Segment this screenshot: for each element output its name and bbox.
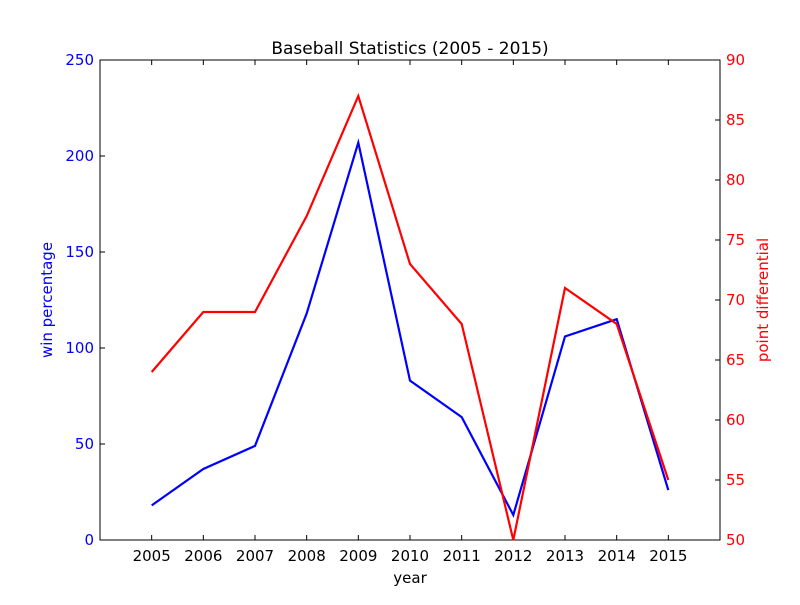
right-y-tick-label: 80 — [726, 171, 745, 189]
x-tick-label: 2010 — [391, 547, 429, 565]
left-y-tick-label: 100 — [65, 339, 94, 357]
right-y-tick-label: 60 — [726, 411, 745, 429]
right-y-axis: 50 55 60 65 70 75 80 85 90 — [715, 51, 745, 549]
x-tick-label: 2006 — [184, 547, 222, 565]
x-axis: 2005 2006 2007 2008 2009 2010 2011 2012 2013 2014… — [133, 60, 687, 565]
x-tick-label: 2005 — [133, 547, 171, 565]
left-y-tick-label: 250 — [65, 51, 94, 69]
right-y-tick-label: 70 — [726, 291, 745, 309]
left-y-tick-label: 200 — [65, 147, 94, 165]
left-y-tick-label: 0 — [84, 531, 94, 549]
series-layer — [150, 92, 670, 541]
x-tick-label: 2012 — [494, 547, 532, 565]
x-tick-label: 2009 — [339, 547, 377, 565]
x-axis-label: year — [393, 569, 427, 587]
win-percentage-series-line — [151, 138, 670, 518]
right-y-tick-label: 50 — [726, 531, 745, 549]
right-y-axis-label: point differential — [754, 238, 772, 362]
left-y-axis-label: win percentage — [38, 242, 56, 358]
point-differential-series-line — [150, 92, 670, 541]
right-y-tick-label: 85 — [726, 111, 745, 129]
right-y-tick-label: 55 — [726, 471, 745, 489]
left-y-axis: 0 50 100 150 200 250 — [65, 51, 105, 549]
x-tick-label: 2008 — [288, 547, 326, 565]
x-tick-label: 2015 — [649, 547, 687, 565]
left-y-tick-label: 150 — [65, 243, 94, 261]
x-tick-label: 2014 — [598, 547, 636, 565]
plot-frame — [99, 59, 721, 541]
right-y-tick-label: 65 — [726, 351, 745, 369]
chart-title: Baseball Statistics (2005 - 2015) — [271, 39, 548, 59]
x-tick-label: 2011 — [443, 547, 481, 565]
left-y-tick-label: 50 — [75, 435, 94, 453]
x-tick-label: 2007 — [236, 547, 274, 565]
right-y-tick-label: 90 — [726, 51, 745, 69]
x-tick-label: 2013 — [546, 547, 584, 565]
right-y-tick-label: 75 — [726, 231, 745, 249]
